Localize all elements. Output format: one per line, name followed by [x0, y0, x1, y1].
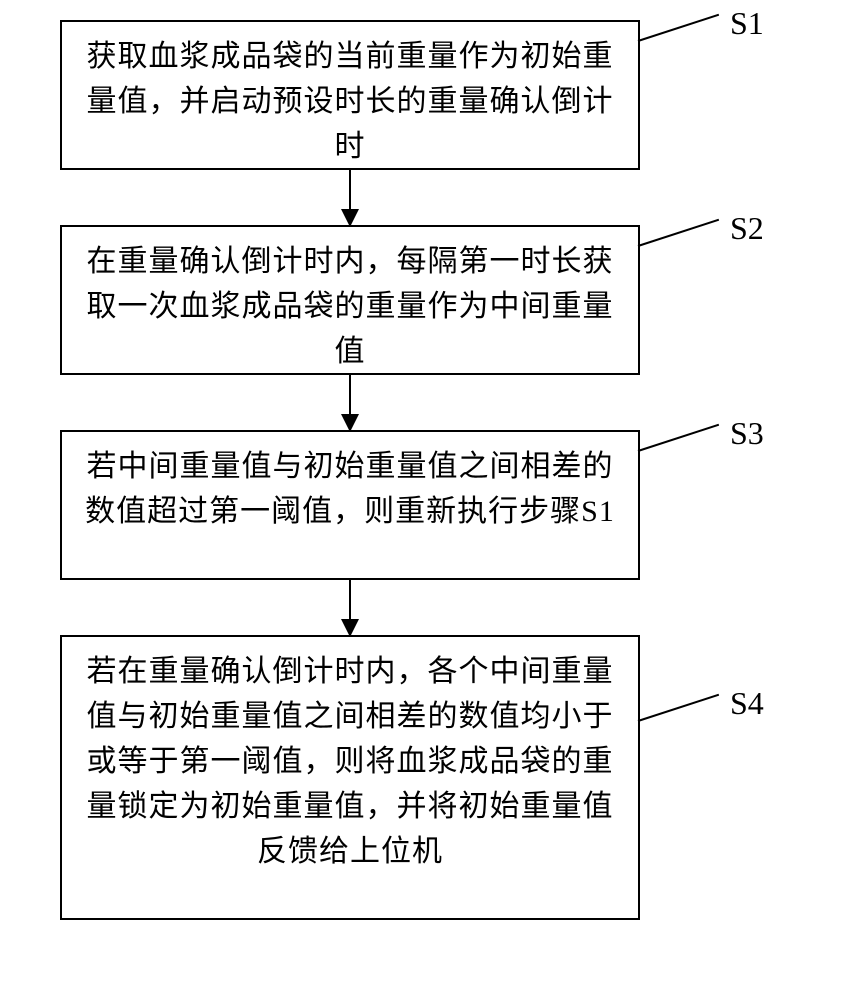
flowchart-box-s1: 获取血浆成品袋的当前重量作为初始重量值，并启动预设时长的重量确认倒计时 — [60, 20, 640, 170]
box-text-s2: 在重量确认倒计时内，每隔第一时长获取一次血浆成品袋的重量作为中间重量值 — [82, 239, 618, 374]
lead-line-s2 — [638, 219, 719, 247]
lead-line-s4 — [638, 694, 719, 722]
flowchart-container: 获取血浆成品袋的当前重量作为初始重量值，并启动预设时长的重量确认倒计时 S1 在… — [60, 20, 800, 920]
flowchart-box-s3: 若中间重量值与初始重量值之间相差的数值超过第一阈值，则重新执行步骤S1 — [60, 430, 640, 580]
arrow-1 — [60, 170, 640, 225]
box-text-s4: 若在重量确认倒计时内，各个中间重量值与初始重量值之间相差的数值均小于或等于第一阈… — [82, 649, 618, 874]
box-text-s3: 若中间重量值与初始重量值之间相差的数值超过第一阈值，则重新执行步骤S1 — [82, 444, 618, 534]
lead-line-s3 — [638, 424, 719, 452]
label-s1: S1 — [730, 5, 764, 42]
label-s4: S4 — [730, 685, 764, 722]
label-s2: S2 — [730, 210, 764, 247]
arrow-2 — [60, 375, 640, 430]
flowchart-box-s4: 若在重量确认倒计时内，各个中间重量值与初始重量值之间相差的数值均小于或等于第一阈… — [60, 635, 640, 920]
box-text-s1: 获取血浆成品袋的当前重量作为初始重量值，并启动预设时长的重量确认倒计时 — [82, 34, 618, 169]
arrow-3 — [60, 580, 640, 635]
lead-line-s1 — [638, 14, 719, 42]
flowchart-box-s2: 在重量确认倒计时内，每隔第一时长获取一次血浆成品袋的重量作为中间重量值 — [60, 225, 640, 375]
label-s3: S3 — [730, 415, 764, 452]
